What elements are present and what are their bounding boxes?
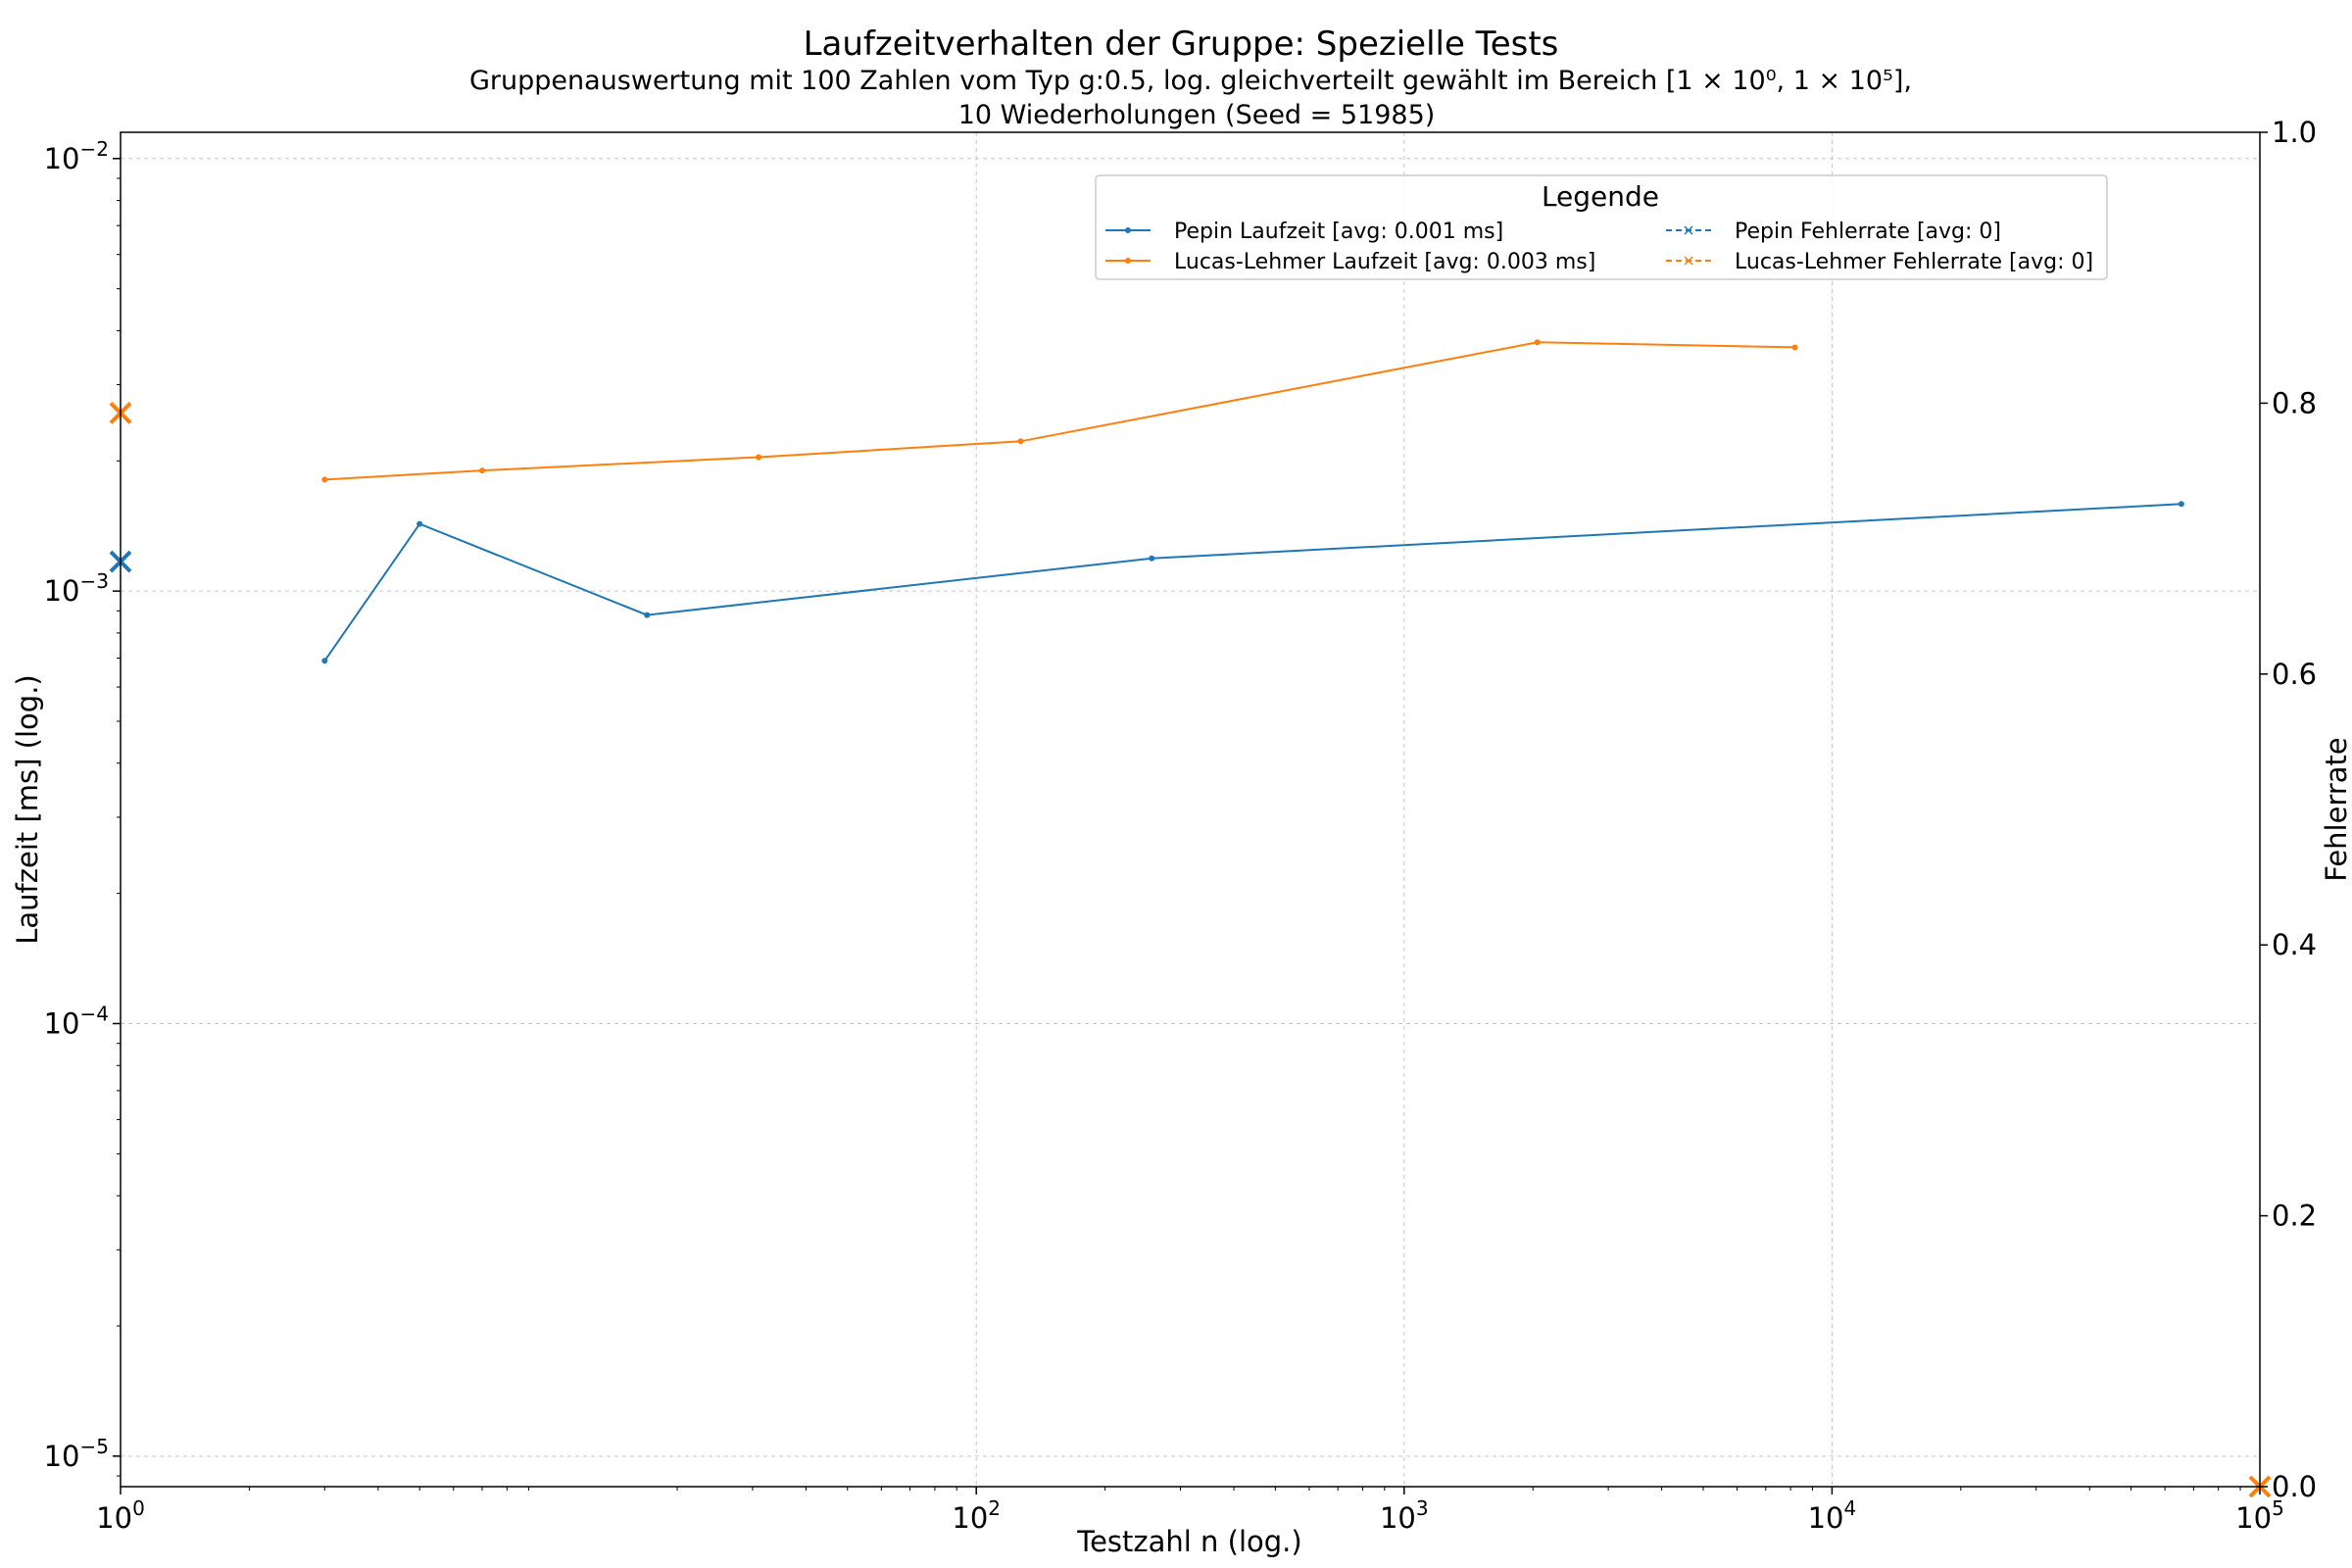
x-tick-label-base: 10	[952, 1501, 988, 1535]
legend-entry-label: Pepin Fehlerrate [avg: 0]	[1735, 220, 2001, 244]
y-tick-label: 10−2	[44, 137, 109, 175]
y2-axis-label: Fehlerrate	[2320, 737, 2352, 882]
x-tick-label-exp: 2	[988, 1496, 1001, 1520]
x-tick-label-exp: 4	[1843, 1496, 1856, 1520]
legend-entry: Lucas-Lehmer Fehlerrate [avg: 0]	[1666, 250, 2093, 274]
legend-swatch-marker	[1684, 225, 1693, 235]
x-tick-label-base: 10	[1808, 1501, 1844, 1535]
legend: Legende Pepin Laufzeit [avg: 0.001 ms] Lu…	[1095, 174, 2108, 280]
data-point	[416, 520, 423, 527]
x-tick-label: 104	[1808, 1496, 1857, 1535]
data-point	[644, 612, 651, 618]
x-axis-ticks: 100 102 103 104 105	[96, 1487, 2284, 1535]
legend-swatch-marker	[1125, 227, 1131, 233]
y2-tick-label: 0.8	[2272, 386, 2317, 419]
legend-swatch-marker	[1125, 258, 1131, 264]
average-markers	[109, 402, 2272, 1498]
legend-entry: Pepin Fehlerrate [avg: 0]	[1666, 220, 2001, 244]
x-tick-label: 102	[952, 1496, 1001, 1535]
y-tick-label: 10−4	[44, 1002, 109, 1040]
y-tick-label-exp: −3	[80, 569, 109, 593]
y-tick-label-exp: −4	[80, 1002, 109, 1025]
chart-subtitle-line2: 10 Wiederholungen (Seed = 51985)	[958, 100, 1436, 130]
chart-subtitle-line1: Gruppenauswertung mit 100 Zahlen vom Typ…	[469, 66, 1912, 96]
legend-entry: Lucas-Lehmer Laufzeit [avg: 0.003 ms]	[1105, 250, 1595, 274]
legend-entry-label: Lucas-Lehmer Fehlerrate [avg: 0]	[1735, 250, 2093, 274]
data-point	[1791, 344, 1798, 351]
series-layer	[321, 339, 2184, 664]
y-tick-label-exp: −2	[80, 137, 109, 161]
data-point	[321, 658, 328, 664]
y-axis-label: Laufzeit [ms] (log.)	[11, 674, 44, 945]
y-tick-label: 10−5	[44, 1435, 109, 1473]
data-point	[478, 467, 485, 474]
data-point	[2178, 501, 2184, 508]
y2-tick-label: 0.6	[2272, 658, 2317, 691]
x-tick-label-exp: 5	[2272, 1496, 2284, 1520]
y2-axis-ticks: 0.0 0.2 0.4 0.6 0.8 1.0	[2260, 116, 2317, 1503]
data-point	[1017, 438, 1024, 445]
grid-lines	[120, 132, 2261, 1487]
y-tick-label-base: 10	[44, 1006, 80, 1040]
data-point	[321, 476, 328, 483]
legend-entry-label: Lucas-Lehmer Laufzeit [avg: 0.003 ms]	[1174, 250, 1595, 274]
series-line	[324, 341, 1795, 481]
chart-title: Laufzeitverhalten der Gruppe: Spezielle …	[804, 24, 1559, 64]
y-tick-label-exp: −5	[80, 1435, 109, 1458]
legend-swatch-marker	[1684, 256, 1693, 266]
x-tick-label-exp: 3	[1416, 1496, 1429, 1520]
x-tick-label: 105	[2235, 1496, 2284, 1535]
y-tick-label-base: 10	[44, 1440, 80, 1473]
x-tick-label-exp: 0	[132, 1496, 145, 1520]
y2-tick-label: 0.0	[2272, 1470, 2317, 1503]
y2-tick-label: 1.0	[2272, 116, 2317, 149]
x-tick-label: 100	[96, 1496, 145, 1535]
x-tick-label-base: 10	[1380, 1501, 1416, 1535]
plot-frame	[120, 131, 2261, 1488]
legend-entry: Pepin Laufzeit [avg: 0.001 ms]	[1105, 220, 1503, 244]
legend-title: Legende	[1542, 180, 1659, 213]
data-point	[756, 454, 762, 461]
legend-entry-label: Pepin Laufzeit [avg: 0.001 ms]	[1174, 220, 1503, 244]
series-line	[323, 503, 2181, 662]
data-point	[1149, 555, 1155, 562]
y-tick-label-base: 10	[44, 142, 80, 175]
y-tick-label-base: 10	[44, 574, 80, 608]
x-axis-label: Testzahl n (log.)	[1076, 1525, 1301, 1558]
x-tick-label-base: 10	[2235, 1501, 2272, 1535]
x-tick-label: 103	[1380, 1496, 1429, 1535]
y2-tick-label: 0.4	[2272, 928, 2317, 961]
y2-tick-label: 0.2	[2272, 1200, 2317, 1233]
data-point	[1534, 339, 1541, 346]
legend-entries: Pepin Laufzeit [avg: 0.001 ms] Lucas-Lehm…	[1105, 220, 2093, 274]
y-tick-label: 10−3	[44, 569, 109, 608]
x-tick-label-base: 10	[96, 1501, 132, 1535]
y-axis-ticks: 10−210−310−410−5	[44, 137, 121, 1477]
legend-box	[1095, 174, 2108, 280]
